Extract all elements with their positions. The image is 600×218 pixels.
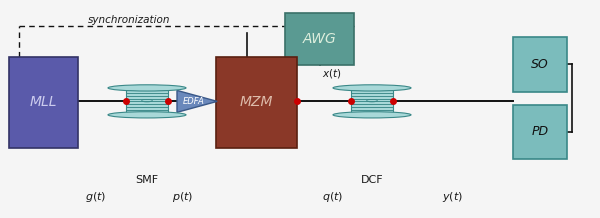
Ellipse shape — [333, 85, 411, 91]
Bar — [513, 37, 567, 92]
Text: MZM: MZM — [240, 95, 273, 109]
Text: synchronization: synchronization — [88, 15, 170, 25]
Ellipse shape — [142, 99, 152, 102]
Text: $y(t)$: $y(t)$ — [442, 190, 464, 204]
Ellipse shape — [108, 85, 186, 91]
Bar — [9, 57, 78, 148]
Ellipse shape — [108, 112, 186, 118]
Text: AWG: AWG — [302, 32, 337, 46]
Ellipse shape — [367, 99, 377, 102]
Bar — [350, 88, 394, 115]
Bar — [125, 88, 169, 115]
Text: $q(t)$: $q(t)$ — [322, 190, 344, 204]
Text: $x(t)$: $x(t)$ — [322, 66, 342, 80]
Text: DCF: DCF — [361, 175, 383, 185]
Polygon shape — [177, 90, 217, 112]
Bar — [285, 13, 354, 65]
Text: EDFA: EDFA — [183, 97, 205, 106]
Text: dc bias: dc bias — [217, 68, 252, 78]
Text: $p(t)$: $p(t)$ — [172, 190, 194, 204]
Text: $g(t)$: $g(t)$ — [85, 190, 107, 204]
Text: PD: PD — [532, 125, 548, 138]
Ellipse shape — [333, 112, 411, 118]
Text: MLL: MLL — [30, 95, 57, 109]
Bar — [513, 105, 567, 159]
Text: SO: SO — [531, 58, 549, 71]
Text: SMF: SMF — [136, 175, 158, 185]
Bar — [216, 57, 297, 148]
